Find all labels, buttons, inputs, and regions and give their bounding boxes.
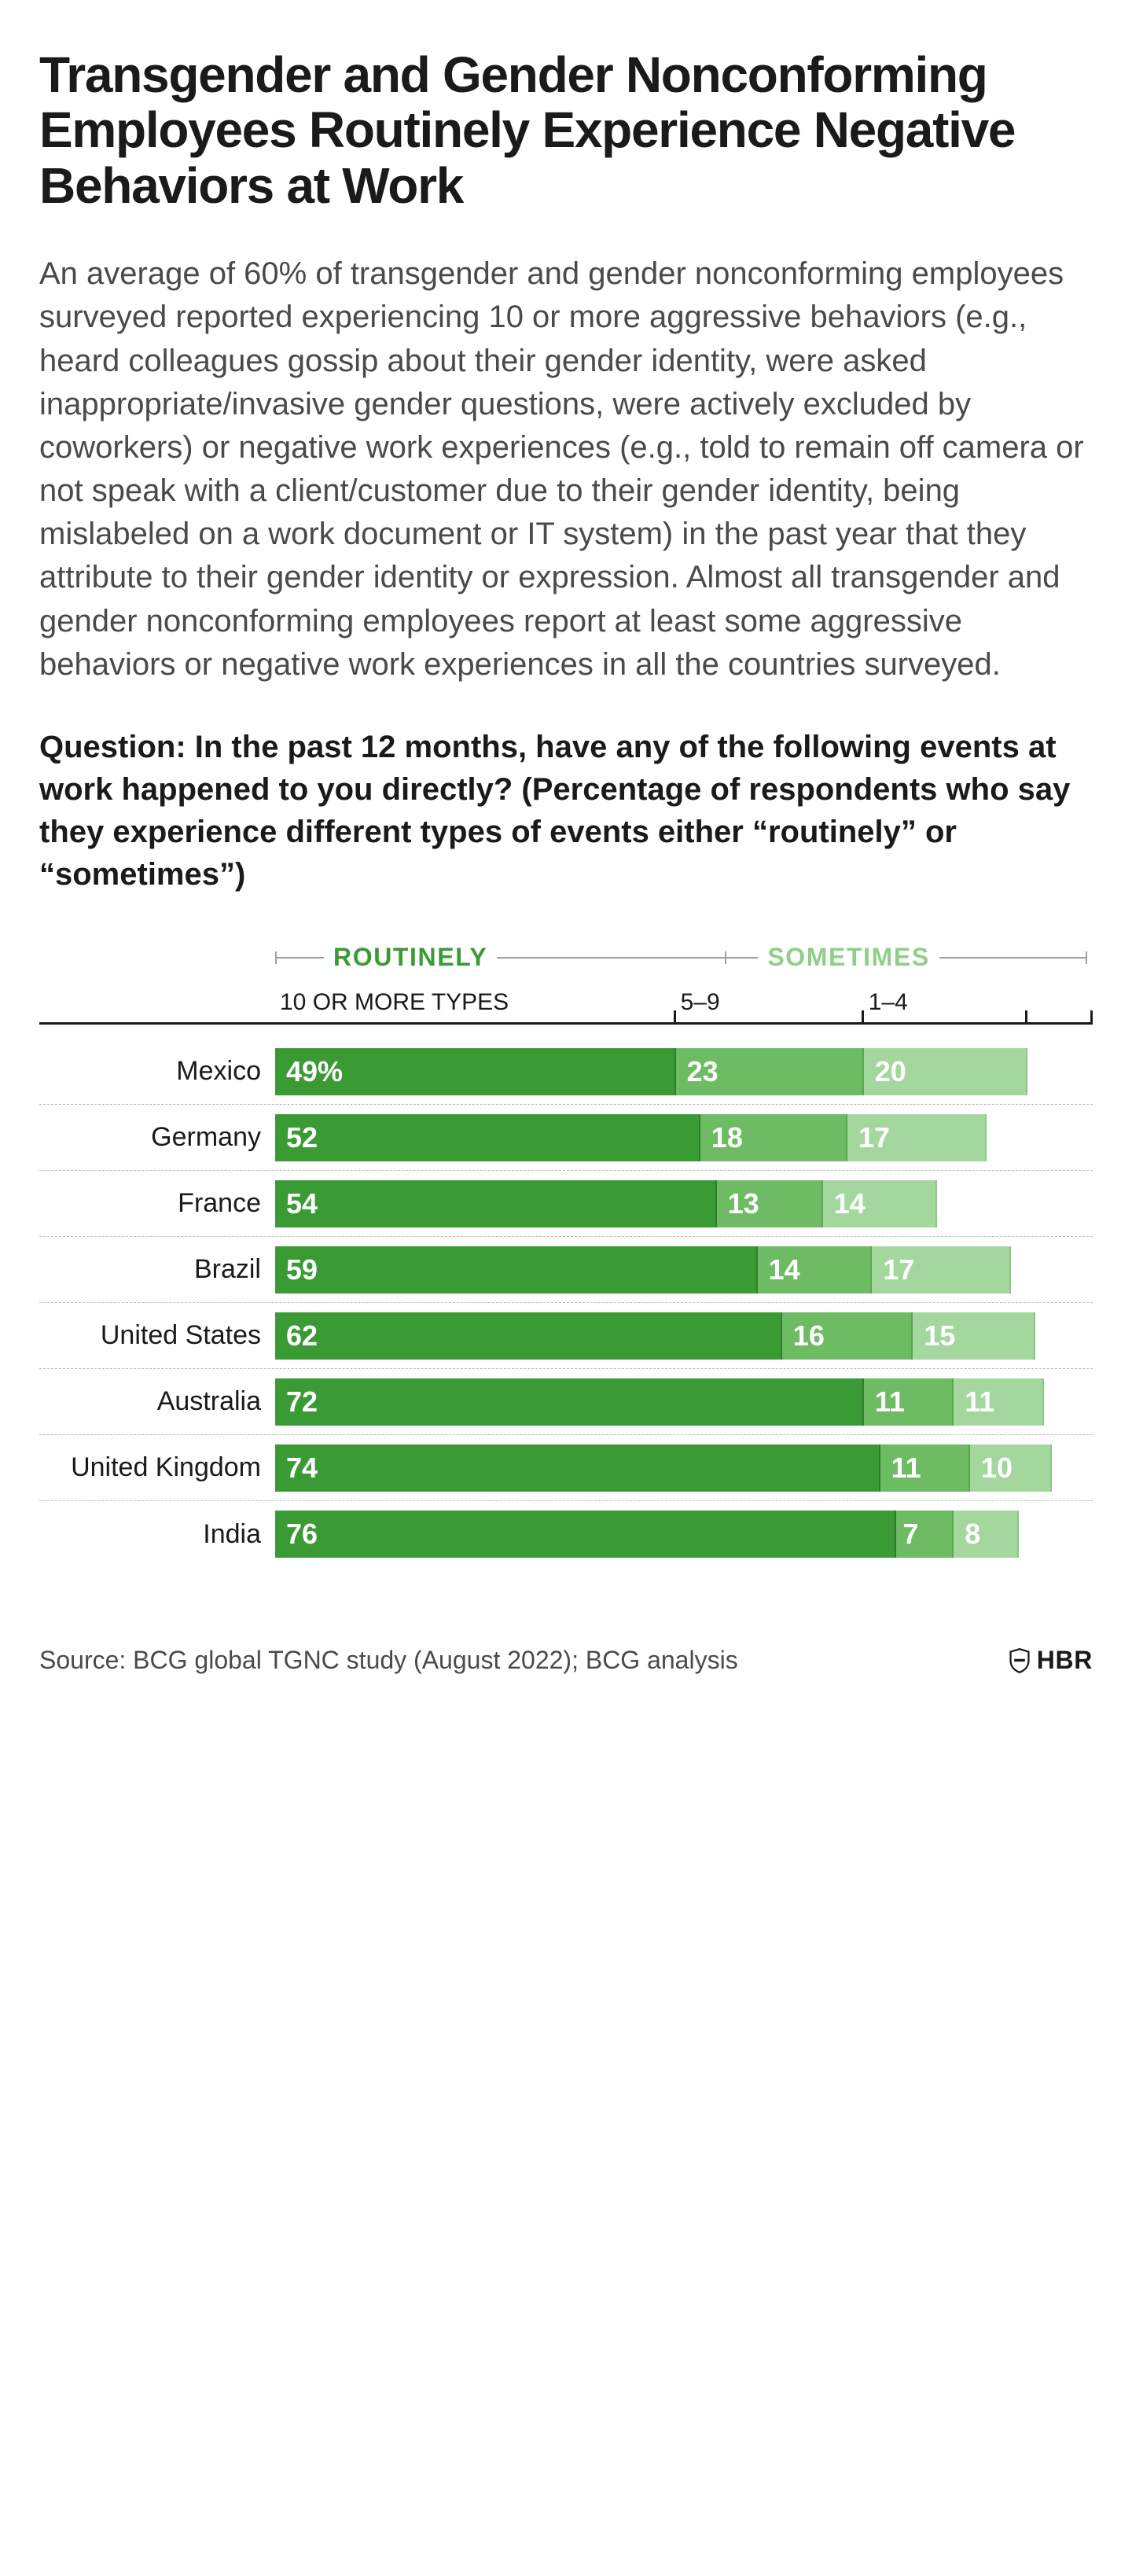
bar-row: India7678 — [39, 1501, 1093, 1567]
bar-row: United Kingdom741110 — [39, 1435, 1093, 1501]
category-10plus: 10 OR MORE TYPES — [275, 989, 676, 1016]
bar-seg-1to4: 11 — [954, 1378, 1043, 1426]
legend-sometimes: SOMETIMES — [758, 943, 939, 972]
legend-row: ROUTINELY SOMETIMES — [39, 943, 1093, 972]
bar-row: Germany521817 — [39, 1105, 1093, 1171]
source-text: Source: BCG global TGNC study (August 20… — [39, 1646, 738, 1675]
bar-track: 741110 — [275, 1435, 1093, 1500]
category-1to4: 1–4 — [864, 989, 1093, 1016]
bar-seg-1to4: 10 — [970, 1444, 1052, 1492]
bar-seg-10plus: 74 — [275, 1444, 880, 1492]
bar-seg-1to4: 17 — [872, 1246, 1011, 1294]
bar-seg-5to9: 23 — [676, 1048, 864, 1095]
bar-track: 591417 — [275, 1237, 1093, 1302]
shield-icon — [1009, 1648, 1031, 1673]
bar-row: France541314 — [39, 1171, 1093, 1237]
bar-track: 621615 — [275, 1303, 1093, 1368]
survey-question: Question: In the past 12 months, have an… — [39, 726, 1093, 896]
chart-description: An average of 60% of transgender and gen… — [39, 252, 1093, 686]
bar-row: Mexico49%2320 — [39, 1039, 1093, 1105]
bar-seg-5to9: 11 — [864, 1378, 954, 1426]
bar-track: 7678 — [275, 1501, 1093, 1567]
category-header: 10 OR MORE TYPES5–91–4 — [39, 989, 1093, 1016]
country-label: France — [39, 1188, 275, 1219]
bar-seg-10plus: 49% — [275, 1048, 676, 1095]
bar-seg-10plus: 76 — [275, 1511, 896, 1558]
bar-seg-5to9: 13 — [717, 1180, 823, 1227]
bar-seg-1to4: 17 — [847, 1114, 987, 1161]
bar-rows: Mexico49%2320Germany521817France541314Br… — [39, 1039, 1093, 1567]
chart-area: ROUTINELY SOMETIMES 10 OR MORE TYPES5–91–… — [39, 943, 1093, 1567]
bar-seg-5to9: 14 — [758, 1246, 873, 1294]
brand-logo: HBR — [1009, 1646, 1093, 1675]
country-label: United Kingdom — [39, 1452, 275, 1483]
category-5to9: 5–9 — [676, 989, 864, 1016]
page-title: Transgender and Gender Nonconforming Emp… — [39, 47, 1093, 213]
bar-track: 521817 — [275, 1105, 1093, 1170]
bar-seg-1to4: 20 — [864, 1048, 1027, 1095]
bar-track: 721111 — [275, 1369, 1093, 1434]
bar-seg-5to9: 11 — [880, 1444, 970, 1492]
bar-track: 49%2320 — [275, 1039, 1093, 1104]
bar-seg-10plus: 52 — [275, 1114, 700, 1161]
bar-seg-10plus: 72 — [275, 1378, 864, 1426]
bar-row: Australia721111 — [39, 1369, 1093, 1435]
country-label: Mexico — [39, 1056, 275, 1087]
bar-row: United States621615 — [39, 1303, 1093, 1369]
bar-seg-10plus: 62 — [275, 1312, 782, 1360]
bar-seg-10plus: 54 — [275, 1180, 717, 1227]
country-label: Australia — [39, 1386, 275, 1417]
bar-seg-5to9: 18 — [700, 1114, 847, 1161]
source-row: Source: BCG global TGNC study (August 20… — [39, 1646, 1093, 1675]
bar-seg-5to9: 7 — [896, 1511, 954, 1558]
bar-row: Brazil591417 — [39, 1237, 1093, 1303]
axis-rule — [39, 1022, 1093, 1025]
bar-seg-1to4: 15 — [913, 1312, 1035, 1360]
country-label: Germany — [39, 1122, 275, 1153]
bar-seg-5to9: 16 — [782, 1312, 913, 1360]
country-label: United States — [39, 1320, 275, 1351]
bar-seg-1to4: 14 — [823, 1180, 938, 1227]
legend-routinely: ROUTINELY — [324, 943, 497, 972]
bar-seg-10plus: 59 — [275, 1246, 758, 1294]
bar-seg-1to4: 8 — [954, 1511, 1019, 1558]
country-label: India — [39, 1519, 275, 1550]
country-label: Brazil — [39, 1254, 275, 1285]
brand-text: HBR — [1037, 1646, 1093, 1675]
bar-track: 541314 — [275, 1171, 1093, 1236]
